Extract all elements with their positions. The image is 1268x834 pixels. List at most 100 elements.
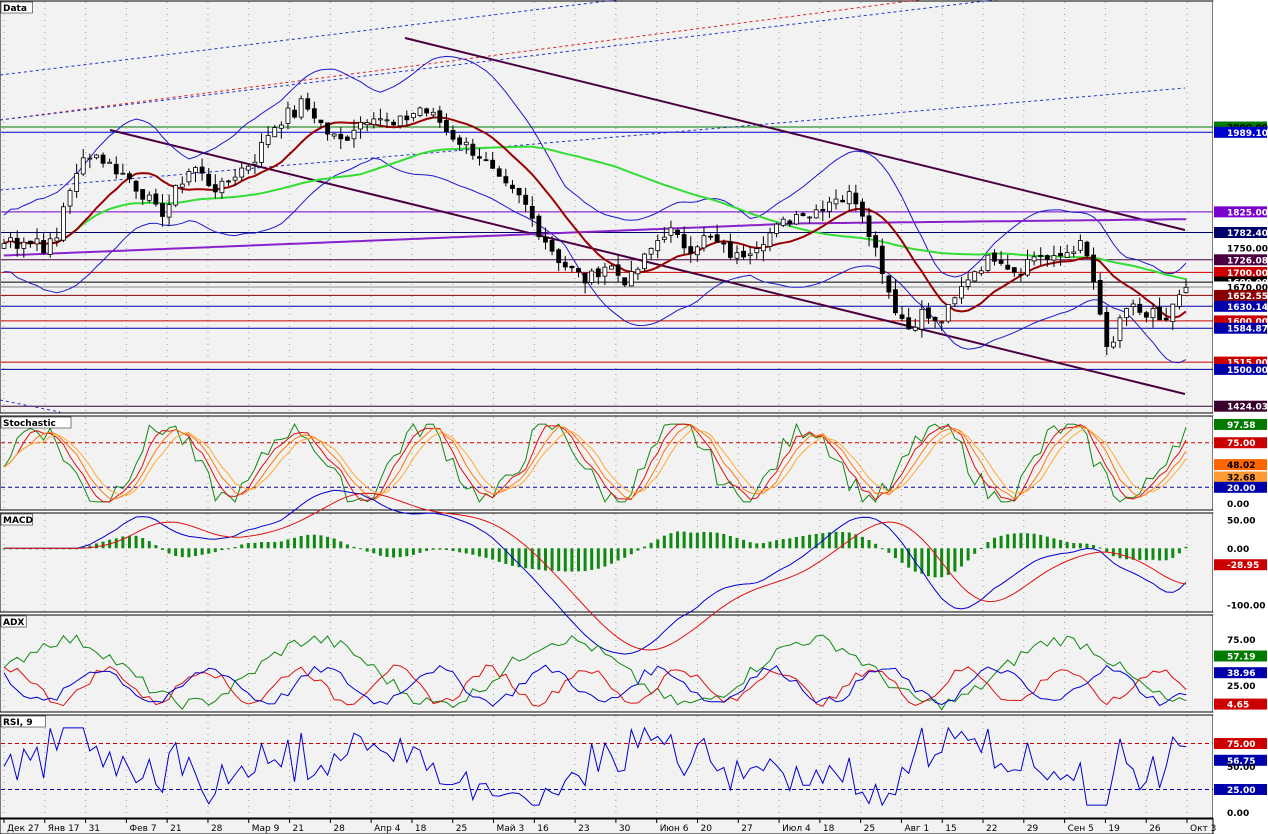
panel2-hist-bar-172 (1138, 548, 1142, 560)
panel2-hist-bar-129 (854, 534, 858, 549)
candle-body-178 (1176, 294, 1182, 307)
panel2-hist-bar-154 (1019, 533, 1023, 549)
panel2-hist-bar-80 (530, 548, 534, 569)
panel2-hist-bar-73 (484, 548, 488, 558)
candle-body-114 (754, 248, 760, 254)
x-tick-label-15: 30 (619, 824, 631, 834)
candle-body-19 (127, 173, 132, 180)
panel1-label-box-2 (1214, 459, 1267, 471)
candle-body-112 (741, 250, 746, 258)
candle-body-144 (952, 297, 958, 305)
candle-body-97 (642, 253, 647, 270)
candle-body-160 (1058, 252, 1063, 257)
price-label-box-9 (1214, 289, 1267, 301)
bollinger-upper (3, 55, 1187, 278)
panel2-hist-bar-81 (537, 548, 541, 570)
candle-body-42 (278, 124, 284, 129)
price-label-10: 1630.14 (1227, 303, 1268, 313)
panel2-hist-bar-173 (1144, 548, 1148, 561)
candle-body-62 (411, 113, 416, 119)
price-label-13: 1515.00 (1227, 359, 1268, 369)
panel2-hist-bar-54 (359, 548, 363, 550)
price-label-12: 1584.87 (1227, 325, 1268, 335)
candle-body-145 (959, 286, 964, 299)
candle-body-92 (609, 265, 614, 270)
x-tick-label-26: Сен 5 (1068, 824, 1094, 834)
candle-body-86 (569, 265, 575, 269)
candle-body-72 (477, 156, 482, 159)
x-tick-label-4: 21 (170, 824, 181, 834)
candle-body-54 (358, 121, 363, 130)
candle-body-65 (430, 111, 436, 116)
panel2-hist-bar-151 (999, 535, 1003, 549)
candle-body-134 (886, 275, 892, 293)
candle-body-109 (721, 242, 727, 245)
panel1-series-1 (3, 423, 1187, 503)
panel2-hist-bar-155 (1026, 533, 1030, 549)
panel2-hist-bar-74 (491, 548, 495, 560)
candle-body-20 (133, 180, 139, 192)
panel3-axis-area (1213, 615, 1268, 712)
candle-body-137 (906, 317, 912, 330)
panel2-hist-bar-53 (352, 546, 356, 549)
panel2-hist-bar-175 (1158, 548, 1162, 561)
panel2-hist-bar-122 (808, 534, 812, 549)
panel2-hist-bar-15 (101, 541, 105, 549)
panel2-hist-bar-127 (841, 531, 845, 549)
panel2-hist-bar-106 (702, 531, 706, 549)
candle-body-93 (615, 264, 621, 276)
panel-area-2 (0, 512, 1214, 613)
candle-body-140 (926, 307, 931, 319)
candle-body-2 (14, 237, 20, 249)
panel2-hist-bar-167 (1105, 548, 1109, 553)
candle-body-59 (391, 121, 396, 126)
panel2-hist-bar-32 (213, 548, 217, 553)
candle-body-56 (371, 118, 377, 126)
candle-body-49 (325, 122, 330, 135)
panel2-hist-bar-137 (907, 548, 911, 568)
panel2-hist-bar-107 (709, 532, 713, 549)
panel2-hist-bar-27 (180, 548, 184, 558)
candle-body-14 (94, 154, 99, 159)
moving-average-long (3, 218, 1187, 257)
panel2-hist-bar-160 (1059, 539, 1063, 549)
panel-area-4 (0, 714, 1214, 819)
panel2-hist-bar-61 (405, 548, 409, 557)
panel2-hist-bar-59 (392, 548, 396, 558)
candle-body-58 (384, 119, 390, 122)
candle-body-67 (444, 120, 449, 132)
panel1-label-2: 48.02 (1227, 461, 1255, 471)
x-tick-label-10: 18 (415, 824, 427, 834)
panel2-hist-bar-134 (887, 548, 891, 553)
x-tick-label-7: 21 (293, 824, 304, 834)
candle-body-78 (516, 187, 522, 196)
candle-body-44 (292, 109, 297, 118)
price-label-box-13 (1214, 356, 1267, 368)
x-tick-label-28: 26 (1149, 824, 1161, 834)
candle-body-12 (80, 157, 86, 175)
panel2-hist-bar-68 (451, 548, 455, 552)
x-tick-label-23: 15 (945, 824, 956, 834)
panel2-hist-bar-75 (497, 548, 501, 562)
price-label-box-6 (1214, 266, 1267, 278)
price-label-9: 1652.55 (1227, 292, 1268, 302)
candle-body-85 (562, 261, 568, 268)
panel2-hist-bar-39 (260, 542, 264, 549)
x-tick-label-27: 19 (1108, 824, 1120, 834)
panel2-hist-bar-136 (900, 548, 904, 563)
panel2-hist-bar-43 (286, 539, 290, 549)
candle-body-142 (939, 321, 945, 324)
candle-body-5 (34, 238, 40, 245)
candle-body-94 (622, 277, 628, 286)
candle-body-41 (272, 127, 278, 138)
x-tick-label-3: Фев 7 (129, 824, 156, 834)
candle-body-81 (536, 215, 542, 238)
panel1-label-1: 75.00 (1227, 439, 1255, 449)
candle-body-77 (510, 184, 515, 189)
candle-body-82 (543, 236, 548, 243)
panel1-label-box-3 (1214, 471, 1267, 483)
candle-body-38 (252, 161, 258, 165)
candle-body-165 (1091, 254, 1096, 282)
panel4-label-1: 56.75 (1227, 757, 1255, 767)
